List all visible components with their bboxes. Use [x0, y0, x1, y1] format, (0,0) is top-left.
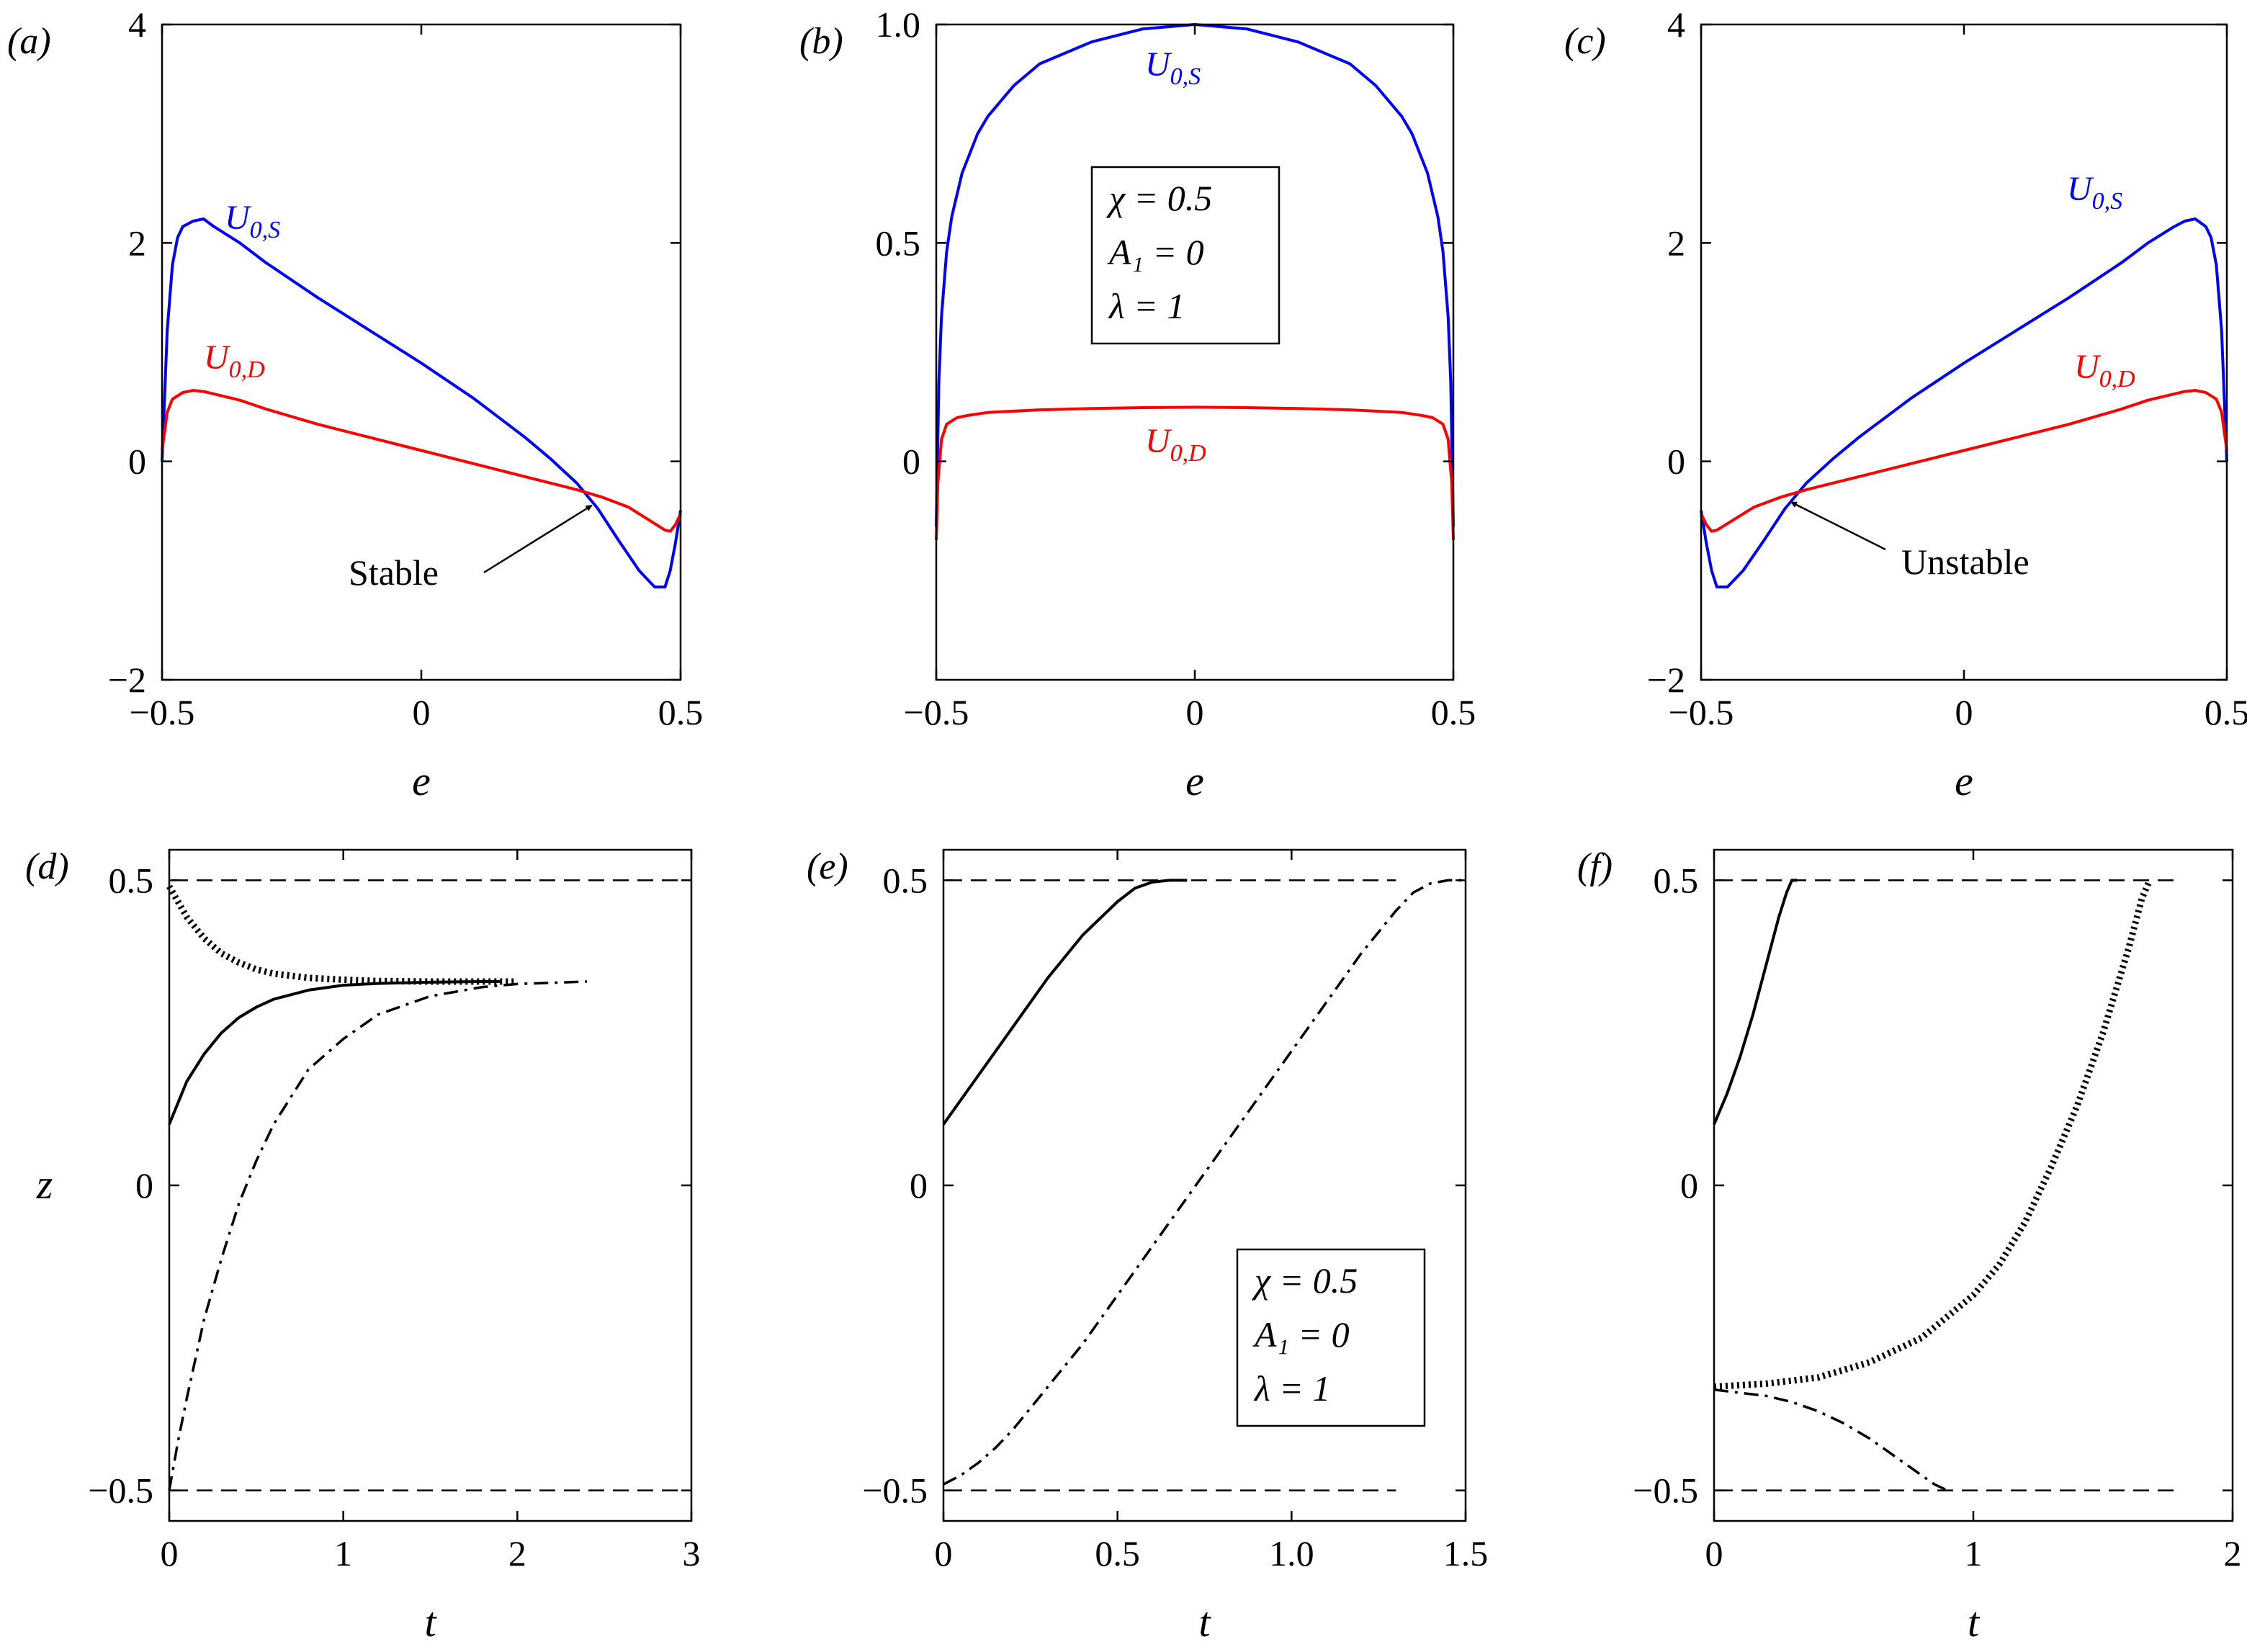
stable-arrow — [483, 504, 593, 574]
panel-c: −0.5 0 0.5 −2 0 2 4 e (c) — [1564, 4, 2247, 804]
series-dashdot — [1713, 1388, 1948, 1492]
x-axis-label: e — [1185, 758, 1204, 804]
panel-label: (d) — [25, 846, 69, 887]
y-tick-label: 0 — [902, 441, 920, 482]
stable-annotation: Stable — [349, 552, 439, 593]
panel-e: 0 0.5 1.0 1.5−0.500.5t(e) — [807, 846, 1488, 1646]
y-tick-label: −2 — [108, 660, 146, 700]
y-tick-label: 0 — [1680, 1165, 1698, 1206]
x-tick-label: 0.5 — [658, 692, 704, 732]
y-tick-label: 0.5 — [876, 223, 921, 263]
x-tick-label: 1.0 — [1269, 1533, 1314, 1574]
series-u0s — [161, 217, 682, 589]
panel-label: (e) — [807, 846, 848, 887]
series-solid — [942, 879, 1188, 1126]
label-u0d-c: U0,D — [2074, 348, 2135, 392]
param-chi: χ = 0.5 — [1252, 1260, 1358, 1301]
y-tick-label: 2 — [1667, 223, 1685, 263]
x-tick-label: −0.5 — [1669, 692, 1734, 732]
x-tick-label: −0.5 — [130, 692, 195, 732]
series-u0s — [1700, 217, 2228, 589]
series-u0d — [1700, 389, 2228, 533]
series-solid — [1713, 879, 1798, 1126]
label-u0d-a: U0,D — [204, 338, 265, 383]
series-dashdot — [168, 980, 588, 1491]
y-tick-label: 1.0 — [876, 4, 921, 45]
x-tick-label: 0 — [1705, 1533, 1723, 1574]
y-axis-label: z — [36, 1161, 53, 1208]
label-u0d-b: U0,D — [1145, 422, 1206, 467]
parameter-box-e: χ = 0.5 A₁ = 0 λ = 1 — [1236, 1248, 1426, 1427]
panel-b: −0.5 0 0.5 0 0.5 1.0 e (b) — [799, 4, 1476, 804]
y-tick-label: −0.5 — [88, 1471, 153, 1511]
y-tick-label: 4 — [1667, 4, 1685, 45]
x-tick-label: 0.5 — [1095, 1533, 1140, 1574]
x-axis-label: e — [1955, 758, 1973, 804]
y-tick-label: 0.5 — [1654, 860, 1699, 900]
series-dashdot — [943, 879, 1466, 1486]
panel-label: (a) — [7, 21, 51, 62]
series-solid — [168, 980, 501, 1126]
x-axis-label: t — [1968, 1599, 1981, 1646]
series-dotted — [1713, 879, 2153, 1391]
axes-frame — [1713, 848, 2234, 1522]
y-tick-label: 0 — [135, 1165, 153, 1206]
panel-label: (b) — [799, 21, 843, 62]
x-tick-label: 2 — [508, 1533, 526, 1574]
x-tick-label: 1 — [334, 1533, 352, 1574]
panel-a: −0.5 0 0.5 −2 0 2 4 e (a) — [7, 4, 703, 804]
x-tick-label: 0 — [1186, 692, 1204, 732]
x-axis-label: e — [412, 758, 431, 804]
x-tick-label: 0.5 — [2205, 692, 2247, 732]
x-axis-label: t — [424, 1599, 437, 1646]
parameter-box — [1236, 1248, 1426, 1427]
unstable-annotation: Unstable — [1901, 542, 2030, 582]
annotations: Stable Unstable — [349, 501, 2030, 593]
panel-f: 0 1 2−0.500.5t(f) — [1577, 846, 2242, 1646]
y-tick-label: 0.5 — [109, 860, 154, 900]
series-u0d — [161, 389, 682, 533]
y-tick-label: −0.5 — [1633, 1471, 1698, 1511]
y-tick-label: 2 — [128, 223, 146, 263]
x-tick-label: 0 — [935, 1533, 953, 1574]
series-dotted — [166, 884, 518, 985]
y-tick-label: 0 — [128, 441, 146, 482]
unstable-arrow — [1790, 501, 1886, 551]
x-tick-label: 0 — [413, 692, 431, 732]
x-tick-label: 1 — [1965, 1533, 1983, 1574]
panel-label: (f) — [1577, 846, 1613, 887]
x-tick-label: 2 — [2224, 1533, 2242, 1574]
panel-label: (c) — [1564, 21, 1606, 62]
series-u0d — [935, 405, 1455, 540]
label-u0s-b: U0,S — [1145, 45, 1201, 90]
y-tick-label: 0.5 — [883, 860, 928, 900]
parameter-box-b: χ = 0.5 A₁ = 0 λ = 1 — [1090, 166, 1281, 345]
x-axis-label: t — [1198, 1599, 1211, 1646]
param-a1: A₁ = 0 — [1252, 1314, 1350, 1355]
y-tick-label: 0 — [910, 1165, 928, 1206]
label-u0s-a: U0,S — [225, 199, 280, 243]
param-a1: A₁ = 0 — [1107, 232, 1204, 272]
param-chi: χ = 0.5 — [1106, 178, 1212, 218]
x-tick-label: 0 — [161, 1533, 179, 1574]
y-tick-label: −2 — [1647, 660, 1685, 700]
x-tick-label: 0 — [1955, 692, 1973, 732]
y-tick-label: −0.5 — [862, 1471, 928, 1511]
x-tick-label: 3 — [683, 1533, 701, 1574]
curve-labels: U0,S U0,D U0,S U0,D U0,S U0,D — [204, 45, 2135, 467]
param-lambda: λ = 1 — [1253, 1368, 1330, 1409]
y-tick-label: 4 — [128, 4, 146, 45]
param-lambda: λ = 1 — [1108, 286, 1185, 326]
label-u0s-c: U0,S — [2067, 170, 2122, 215]
x-tick-label: 0.5 — [1431, 692, 1476, 732]
y-tick-label: 0 — [1667, 441, 1685, 482]
axes-frame — [935, 23, 1455, 681]
parameter-box — [1090, 166, 1281, 345]
x-tick-label: 1.5 — [1443, 1533, 1489, 1574]
x-tick-label: −0.5 — [904, 692, 969, 732]
panel-d: 0 1 2 3−0.500.5tz(d) — [25, 846, 701, 1646]
